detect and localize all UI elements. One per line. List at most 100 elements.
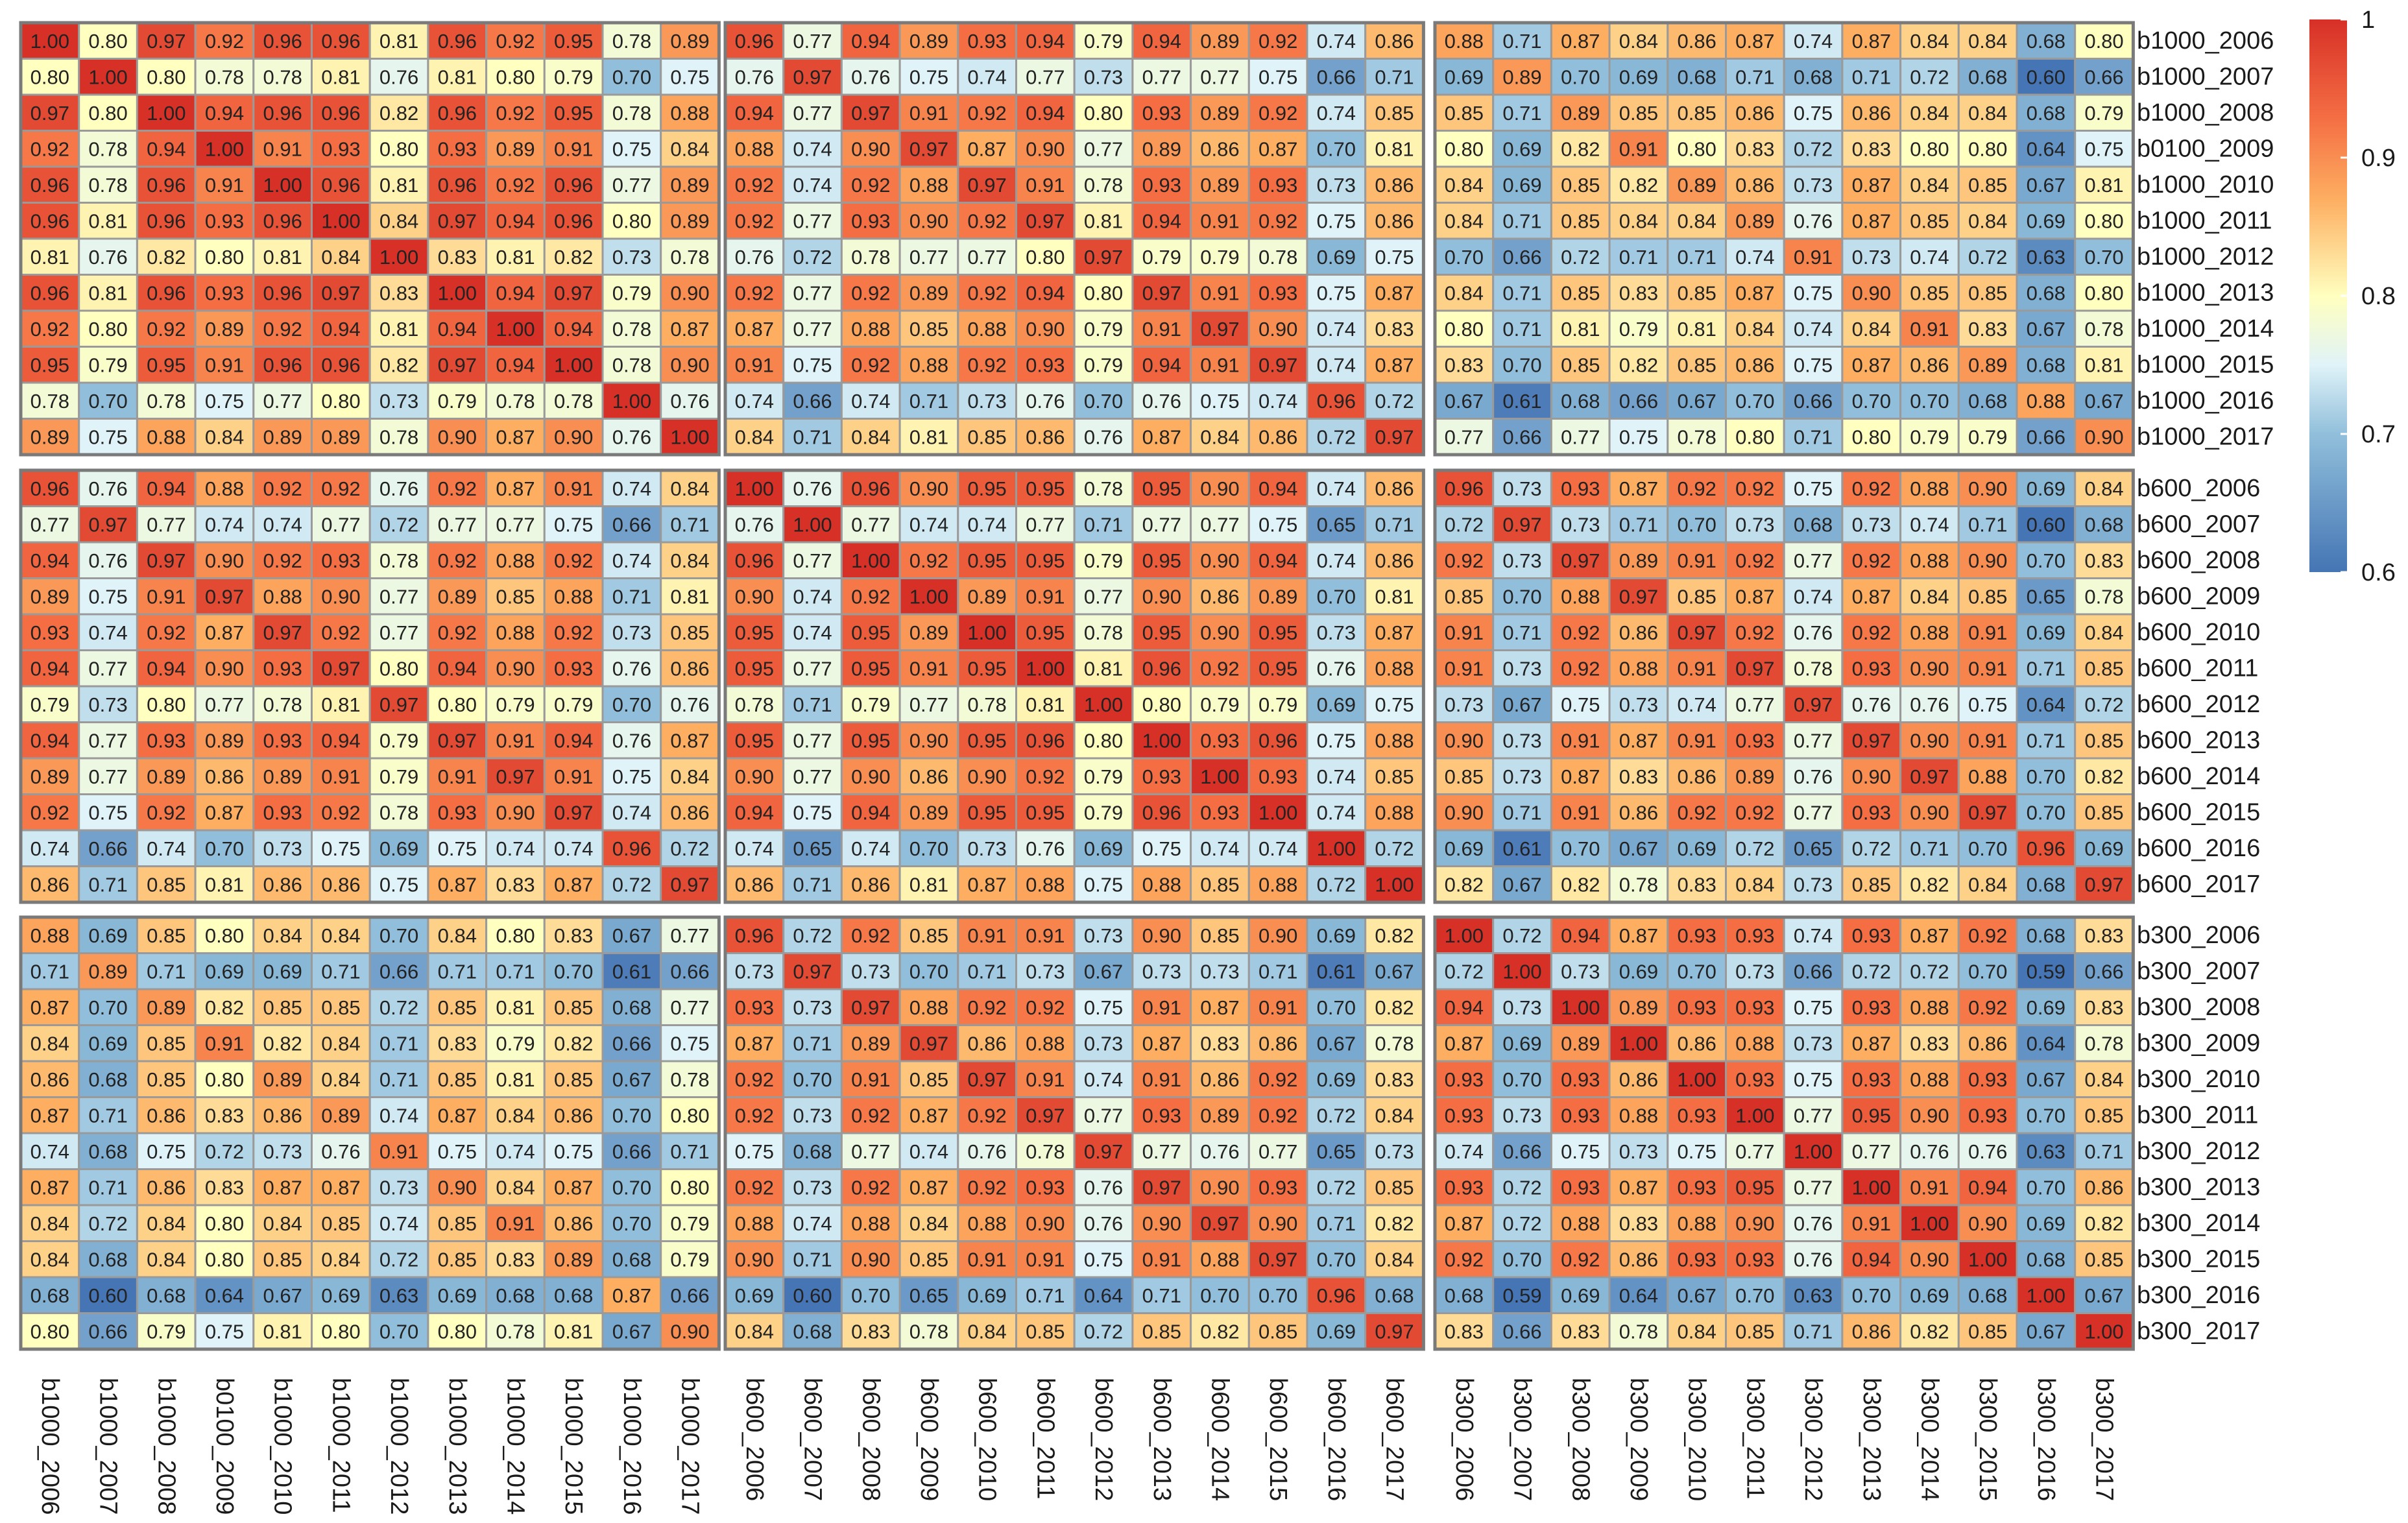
cell-value-label: 0.78 xyxy=(1375,1032,1414,1055)
cell-value-label: 0.72 xyxy=(1317,1176,1356,1199)
cell-value-label: 0.84 xyxy=(30,1212,69,1235)
cell-value-label: 0.84 xyxy=(321,924,360,947)
column-label: b300_2014 xyxy=(1916,1378,1943,1501)
cell-value-label: 0.69 xyxy=(1502,138,1541,160)
cell-value-label: 0.84 xyxy=(670,477,709,500)
cell-value-label: 0.71 xyxy=(967,960,1006,983)
cell-value-label: 0.74 xyxy=(1317,102,1356,125)
cell-value-label: 0.77 xyxy=(1794,801,1833,824)
cell-value-label: 0.79 xyxy=(496,1032,535,1055)
cell-value-label: 0.77 xyxy=(1852,1140,1891,1163)
cell-value-label: 0.70 xyxy=(612,1212,651,1235)
cell-value-label: 0.91 xyxy=(851,1068,890,1091)
cell-value-label: 0.94 xyxy=(1142,30,1181,53)
cell-value-label: 0.93 xyxy=(1852,1068,1891,1091)
column-label: b600_2009 xyxy=(915,1378,943,1501)
heatmap-cell xyxy=(1306,165,1367,204)
cell-value-label: 0.69 xyxy=(1317,693,1356,716)
cell-value-label: 0.84 xyxy=(1619,210,1658,232)
cell-value-label: 0.74 xyxy=(735,837,774,860)
cell-value-label: 0.77 xyxy=(793,729,832,752)
cell-value-label: 0.72 xyxy=(793,246,832,269)
cell-value-label: 0.73 xyxy=(1200,960,1239,983)
heatmap-cell xyxy=(1015,309,1076,348)
column-label: b300_2015 xyxy=(1974,1378,2001,1501)
cell-value-label: 0.71 xyxy=(1375,513,1414,536)
cell-value-label: 0.71 xyxy=(1317,1212,1356,1235)
cell-value-label: 0.85 xyxy=(909,318,948,341)
cell-value-label: 0.66 xyxy=(2084,960,2123,983)
cell-value-label: 0.85 xyxy=(1619,102,1658,125)
cell-value-label: 0.64 xyxy=(2027,138,2065,160)
cell-value-label: 0.76 xyxy=(967,1140,1006,1163)
cell-value-label: 0.76 xyxy=(1794,1248,1833,1271)
cell-value-label: 0.73 xyxy=(1502,729,1541,752)
cell-value-label: 0.72 xyxy=(1910,960,1949,983)
cell-value-label: 0.86 xyxy=(670,801,709,824)
cell-value-label: 0.73 xyxy=(1735,960,1774,983)
cell-value-label: 0.87 xyxy=(1375,354,1414,376)
heatmap-cell xyxy=(19,505,80,544)
cell-value-label: 0.84 xyxy=(321,1032,360,1055)
cell-value-label: 0.71 xyxy=(30,960,69,983)
cell-value-label: 0.92 xyxy=(1200,657,1239,680)
cell-value-label: 0.78 xyxy=(263,66,302,88)
cell-value-label: 0.93 xyxy=(1445,1104,1484,1127)
row-label: b1000_2013 xyxy=(2137,279,2274,306)
cell-value-label: 0.74 xyxy=(1317,549,1356,572)
cell-value-label: 0.76 xyxy=(1084,1212,1123,1235)
heatmap-cell xyxy=(311,21,371,60)
cell-value-label: 0.82 xyxy=(1910,1320,1949,1343)
cell-value-label: 0.87 xyxy=(735,1032,774,1055)
cell-value-label: 0.72 xyxy=(1561,246,1600,269)
cell-value-label: 0.92 xyxy=(263,477,302,500)
cell-value-label: 0.87 xyxy=(30,996,69,1019)
cell-value-label: 0.94 xyxy=(496,282,535,304)
column-label: b300_2017 xyxy=(2091,1378,2118,1501)
cell-value-label: 0.70 xyxy=(554,960,593,983)
cell-value-label: 0.74 xyxy=(967,66,1006,88)
row-label: b300_2015 xyxy=(2137,1245,2260,1273)
cell-value-label: 0.86 xyxy=(1678,1032,1716,1055)
cell-value-label: 0.90 xyxy=(1910,657,1949,680)
cell-value-label: 0.86 xyxy=(1852,102,1891,125)
cell-value-label: 0.67 xyxy=(612,1068,651,1091)
cell-value-label: 0.90 xyxy=(438,426,477,448)
cell-value-label: 0.84 xyxy=(1200,426,1239,448)
cell-value-label: 0.84 xyxy=(496,1176,535,1199)
cell-value-label: 0.82 xyxy=(554,1032,593,1055)
cell-value-label: 0.79 xyxy=(1084,549,1123,572)
cell-value-label: 0.73 xyxy=(1619,1140,1658,1163)
cell-value-label: 0.66 xyxy=(612,1140,651,1163)
row-label: b300_2017 xyxy=(2137,1317,2260,1345)
cell-value-label: 0.86 xyxy=(1200,1068,1239,1091)
cell-value-label: 0.76 xyxy=(88,549,127,572)
row-label: b0100_2009 xyxy=(2137,135,2274,162)
cell-value-label: 0.92 xyxy=(147,801,186,824)
cell-value-label: 0.97 xyxy=(1619,585,1658,608)
cell-value-label: 0.97 xyxy=(379,693,418,716)
cell-value-label: 1.00 xyxy=(263,174,302,197)
cell-value-label: 0.90 xyxy=(851,1248,890,1271)
cell-value-label: 0.66 xyxy=(2084,66,2123,88)
cell-value-label: 0.79 xyxy=(851,693,890,716)
cell-value-label: 0.69 xyxy=(1445,66,1484,88)
row-label: b600_2017 xyxy=(2137,870,2260,898)
cell-value-label: 0.69 xyxy=(967,1284,1006,1307)
cell-value-label: 1.00 xyxy=(1619,1032,1658,1055)
heatmap-cell xyxy=(840,93,901,132)
cell-value-label: 0.76 xyxy=(321,1140,360,1163)
cell-value-label: 0.82 xyxy=(1910,873,1949,896)
heatmap-cell xyxy=(1957,237,2018,276)
cell-value-label: 0.91 xyxy=(1852,1212,1891,1235)
cell-value-label: 0.89 xyxy=(1142,138,1181,160)
cell-value-label: 0.92 xyxy=(1258,210,1297,232)
cell-value-label: 0.90 xyxy=(1852,282,1891,304)
cell-value-label: 0.93 xyxy=(1735,996,1774,1019)
cell-value-label: 0.80 xyxy=(88,102,127,125)
cell-value-label: 0.70 xyxy=(1735,1284,1774,1307)
column-label: b600_2010 xyxy=(974,1378,1001,1501)
cell-value-label: 0.69 xyxy=(1317,1320,1356,1343)
cell-value-label: 0.89 xyxy=(967,585,1006,608)
cell-value-label: 0.93 xyxy=(1258,174,1297,197)
